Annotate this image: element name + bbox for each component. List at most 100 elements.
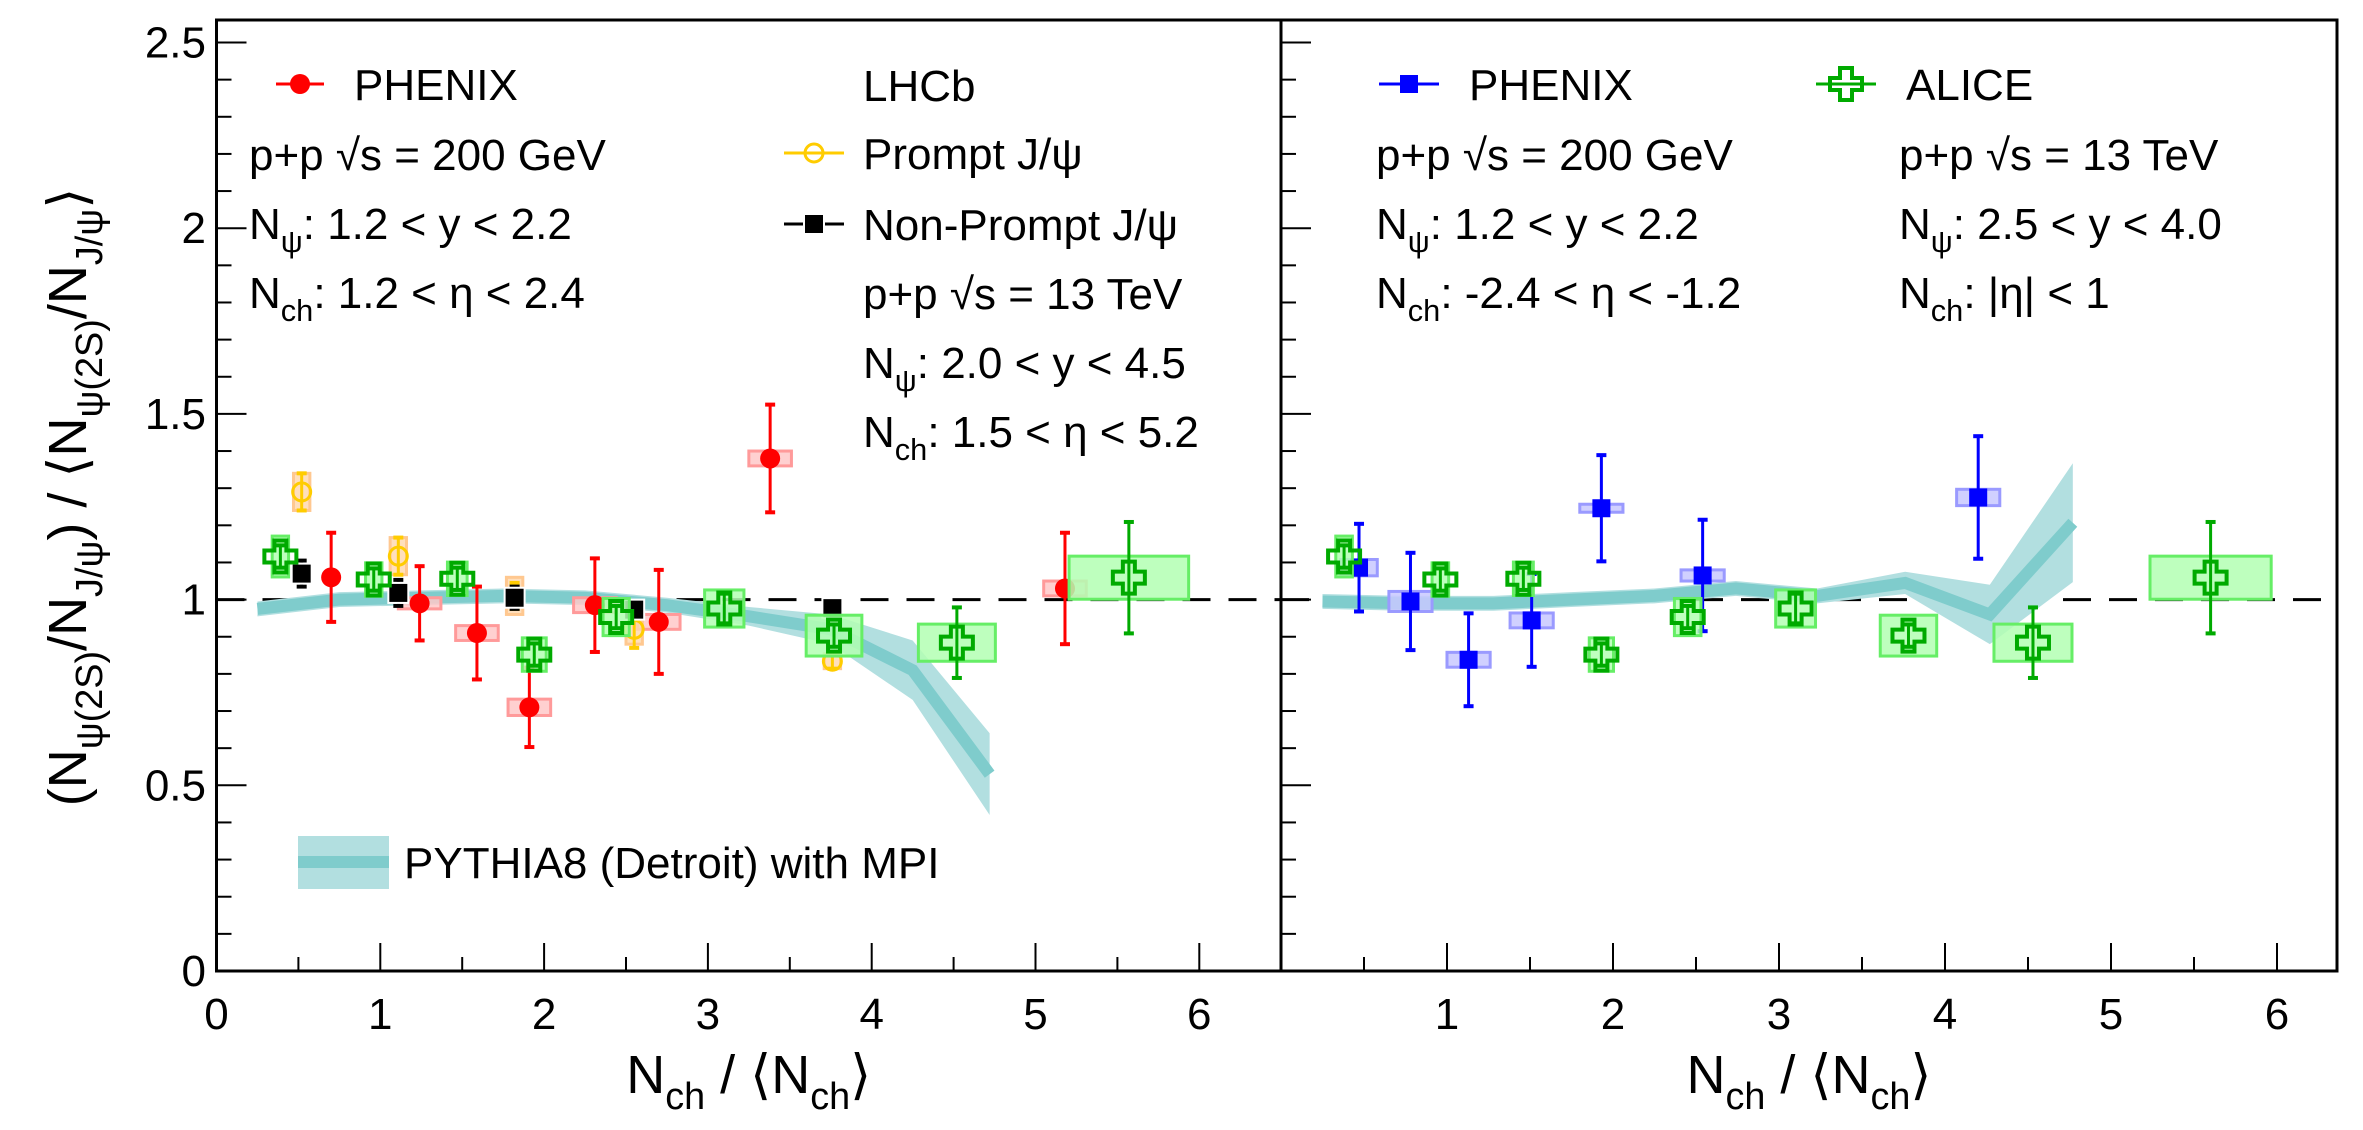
data-point [409,593,430,614]
label-text: /N [38,597,98,651]
subscript: ψ [1931,224,1953,259]
data-point [387,581,410,604]
subscript: ch [810,1076,850,1118]
legend-marker [803,213,825,235]
x-axis-title: Nch / ⟨Nch⟩ [626,1045,871,1118]
legend-label: ALICE [1906,61,2033,110]
subscript: ψ [281,224,303,259]
subscript: ch [1408,293,1441,328]
legend-phenix-left: PHENIX [276,61,518,110]
data-point [439,560,476,597]
subscript: ψ [1408,224,1430,259]
label-text: N [249,200,281,249]
y-tick-label: 0 [182,947,206,996]
label-text: : 1.2 < η < 2.4 [313,269,585,318]
legend-text-line: p+p √s = 13 TeV [1899,131,2219,180]
data-point [648,611,669,632]
data-point [1110,559,1147,596]
data-point [1459,650,1478,669]
legend-alice: ALICE [1816,61,2033,110]
x-tick-label: 4 [1933,990,1957,1039]
x-tick-label: 6 [2265,990,2289,1039]
x-tick-label: 6 [1187,990,1211,1039]
legend-text-line: Nψ: 1.2 < y < 2.2 [249,200,572,259]
subscript: ch [281,293,314,328]
subscript: ψ(2S) [69,651,111,749]
series-alice [262,519,1191,680]
legend-marker [1400,75,1418,93]
series-alice [1326,519,2273,680]
y-tick-label: 1.5 [145,390,206,439]
label-text: N [1376,269,1408,318]
y-tick-label: 1 [182,576,206,625]
label-text: N [1687,1045,1726,1105]
series-non-prompt-j- [290,558,844,621]
label-text: N [626,1045,665,1105]
data-point [1505,560,1542,597]
data-point [387,545,409,567]
label-text: : 1.2 < y < 2.2 [303,200,572,249]
subscript: ch [1726,1076,1766,1118]
data-point [1422,561,1459,598]
data-point [816,617,853,654]
legend-nonprompt: Non-Prompt J/ψ [784,201,1178,250]
data-point [1693,566,1712,585]
legend-label: PHENIX [1469,61,1633,110]
data-point [1777,590,1814,627]
label-text: N [249,269,281,318]
x-tick-label: 5 [1023,990,1047,1039]
legend-text-line: Nch: 1.2 < η < 2.4 [249,269,585,328]
y-tick-label: 2 [182,204,206,253]
label-text: p+p √s = 13 TeV [1899,131,2219,180]
x-tick-label: 5 [2099,990,2123,1039]
legend-marker [290,74,310,94]
data-point [262,538,299,575]
label-text: : 1.2 < y < 2.2 [1430,200,1699,249]
x-tick-label: 2 [1601,990,1625,1039]
y-tick-label: 0.5 [145,761,206,810]
subscript: ψ [895,363,917,398]
legend-text-line: Nch: -2.4 < η < -1.2 [1376,269,1741,328]
data-point [706,590,743,627]
legend-text-line: Nψ: 2.0 < y < 4.5 [863,339,1186,398]
legend-text-line: Nch: 1.5 < η < 5.2 [863,408,1199,467]
label-text: ⟩ [850,1045,871,1105]
x-tick-label: 4 [859,990,883,1039]
data-point [1326,538,1363,575]
legend-label: PHENIX [354,61,518,110]
legend-label: Prompt J/ψ [863,130,1083,179]
data-point [355,561,392,598]
data-point [598,599,635,636]
data-point [1969,488,1988,507]
legend-lhcb-title: LHCb [863,62,976,111]
label-text: ⟩ [1910,1045,1931,1105]
data-point [938,624,975,661]
label-text: : -2.4 < η < -1.2 [1440,269,1741,318]
plot-frame [215,18,2339,973]
x-axis-title: Nch / ⟨Nch⟩ [1687,1045,1932,1118]
legend-marker [803,142,825,164]
x-tick-label: 1 [368,990,392,1039]
label-text: N [1899,269,1931,318]
label-text: N [863,339,895,388]
label-text: : |η| < 1 [1963,269,2109,318]
x-tick-label: 3 [1767,990,1791,1039]
x-tick-label: 3 [696,990,720,1039]
label-text: N [863,408,895,457]
data-point [1890,617,1927,654]
label-text: N [1899,200,1931,249]
label-text: (N [38,749,98,806]
x-tick-label: 1 [1435,990,1459,1039]
legend-text-line: Nch: |η| < 1 [1899,269,2110,328]
subscript: ch [665,1076,705,1118]
legend-marker [1828,66,1864,102]
label-text: : 1.5 < η < 5.2 [927,408,1199,457]
legend-phenix-right: PHENIX [1379,61,1633,110]
x-tick-label: 0 [204,990,228,1039]
data-point [1669,599,1706,636]
label-text: : 2.0 < y < 4.5 [917,339,1186,388]
